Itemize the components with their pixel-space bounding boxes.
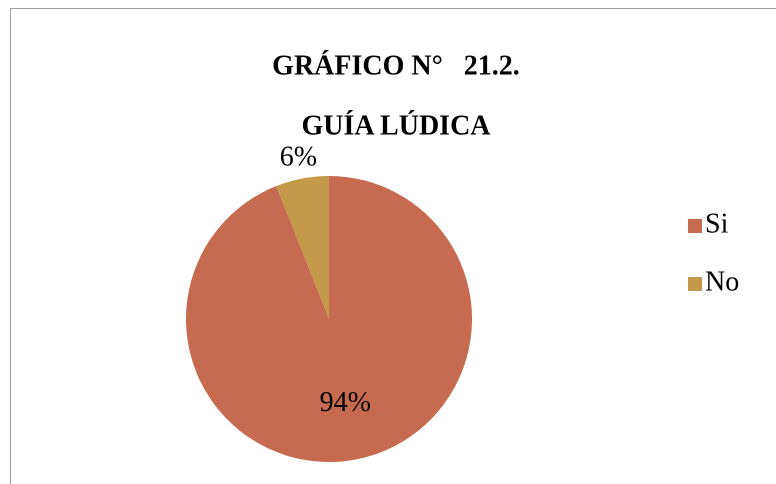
legend-label: No xyxy=(705,266,739,297)
pie-slice xyxy=(276,176,329,319)
chart-title: GRÁFICO N° 21.2. xyxy=(272,50,520,81)
data-label: 6% xyxy=(280,141,317,172)
legend-swatch xyxy=(688,219,702,233)
pie-slice xyxy=(186,176,473,462)
data-label: 94% xyxy=(320,387,371,418)
chart-subtitle: GUÍA LÚDICA xyxy=(301,110,491,141)
legend-label: Si xyxy=(705,208,729,239)
legend-swatch xyxy=(688,277,702,291)
